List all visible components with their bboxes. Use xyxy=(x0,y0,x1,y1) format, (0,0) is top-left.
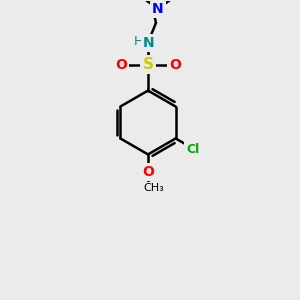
Text: N: N xyxy=(143,36,155,50)
Text: Cl: Cl xyxy=(186,143,199,156)
Text: CH₃: CH₃ xyxy=(144,183,164,193)
Text: H: H xyxy=(133,35,143,48)
Text: O: O xyxy=(169,58,181,72)
Text: S: S xyxy=(142,57,154,72)
Text: O: O xyxy=(115,58,127,72)
Text: O: O xyxy=(142,165,154,179)
Text: N: N xyxy=(152,2,164,16)
